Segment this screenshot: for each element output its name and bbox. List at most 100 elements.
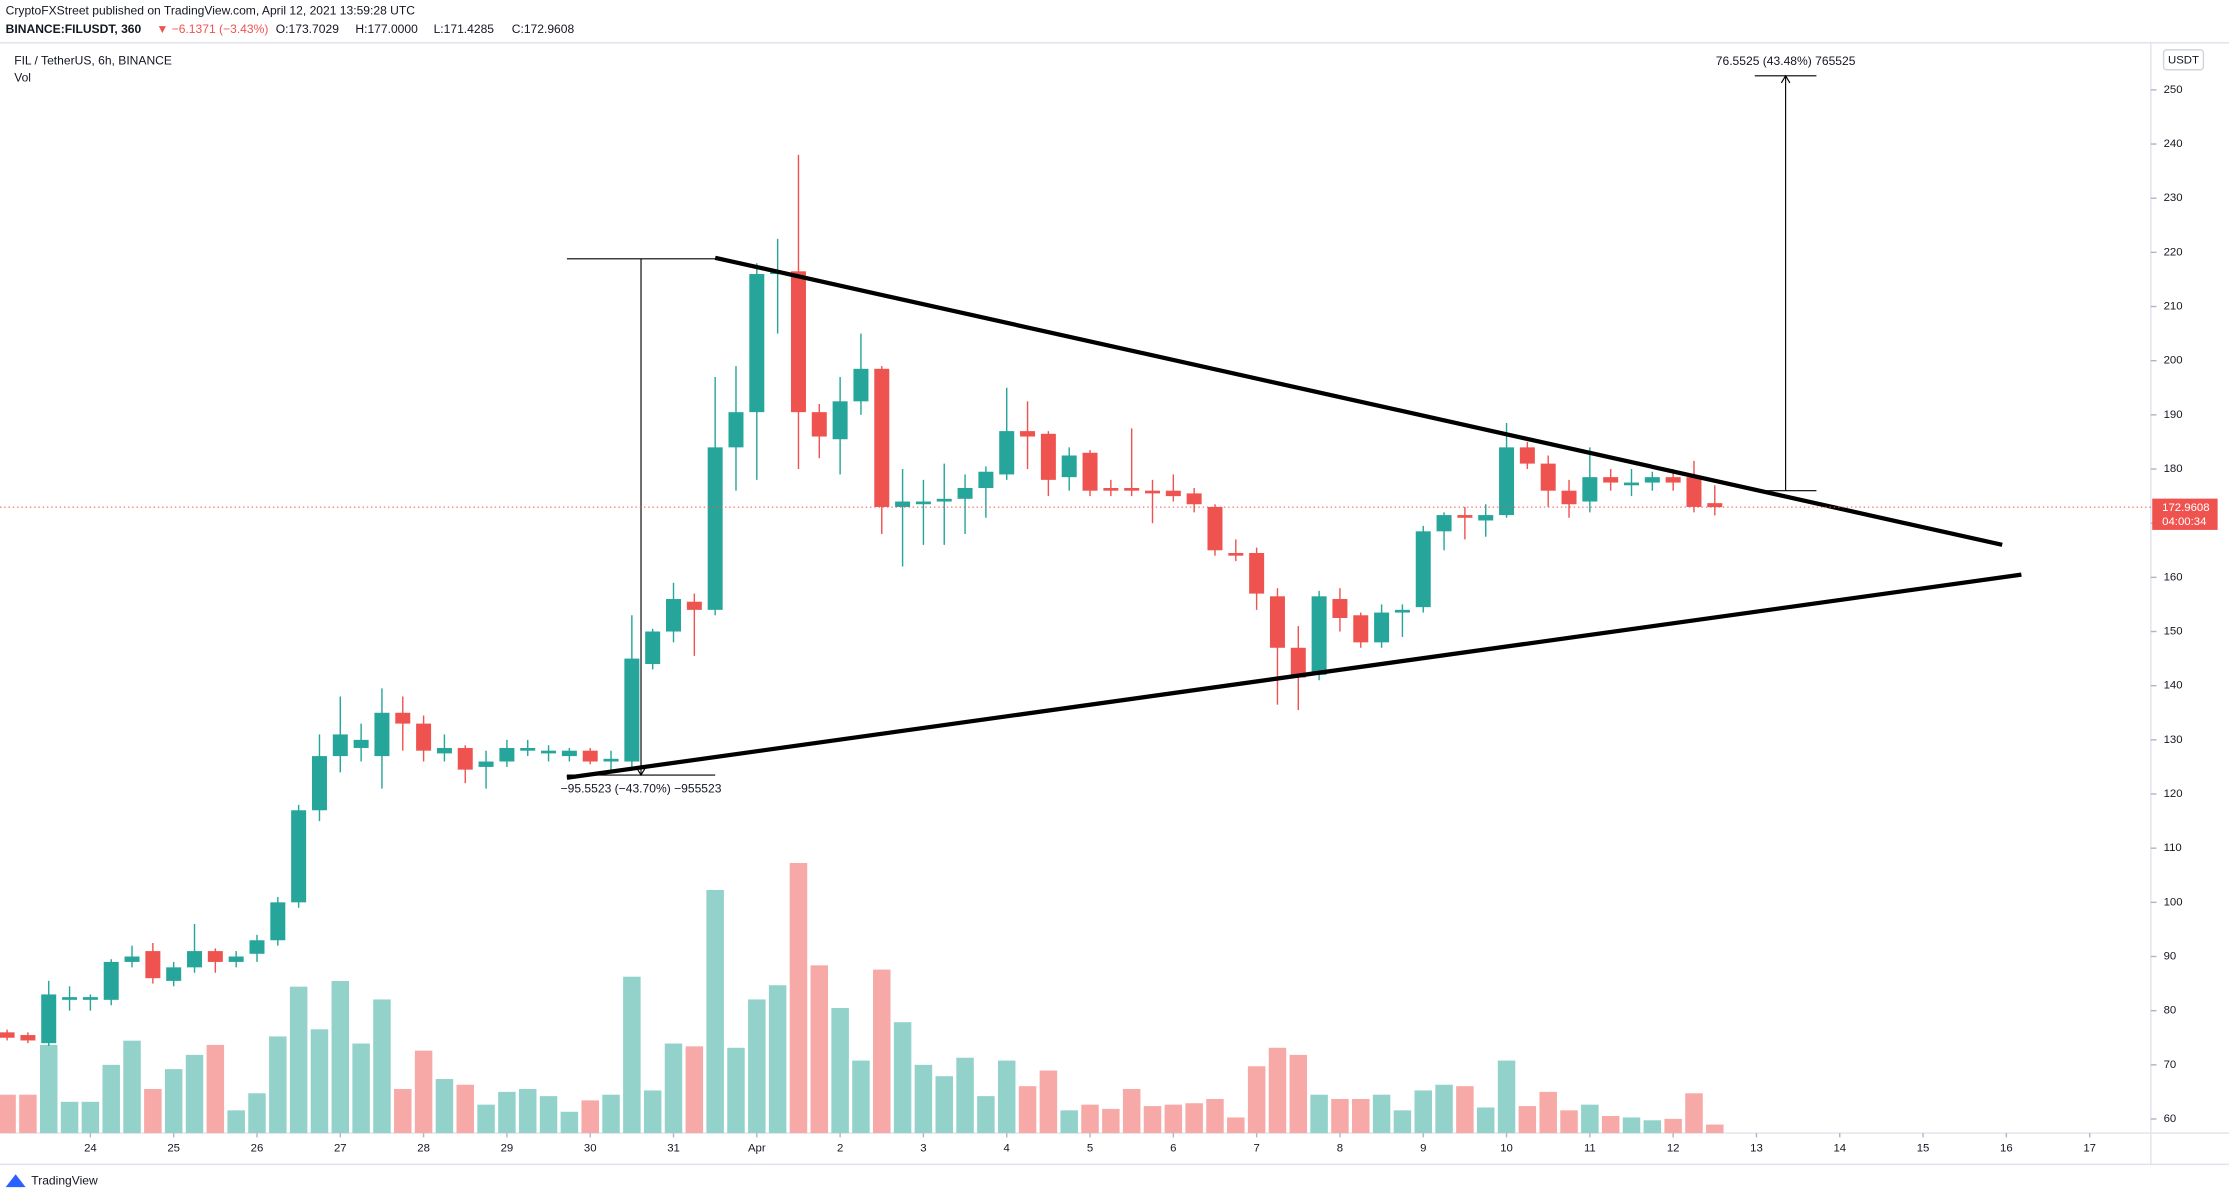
volume-bar: [1185, 1103, 1203, 1134]
candle-body: [332, 734, 348, 757]
logo-icon: [5, 1174, 26, 1188]
volume-bar: [831, 1007, 849, 1134]
candle-body: [1374, 612, 1390, 643]
candle-body: [0, 1032, 15, 1038]
candle-body: [1499, 447, 1515, 516]
volume-bar: [914, 1064, 933, 1134]
candle-body: [1603, 477, 1619, 483]
volume-bar: [1352, 1098, 1370, 1134]
candle-body: [187, 951, 203, 968]
volume-bar: [1268, 1047, 1287, 1134]
volume-bar: [498, 1091, 516, 1134]
candle-body: [957, 487, 973, 499]
y-tick-label: 220: [2164, 246, 2183, 258]
volume-bar: [1289, 1054, 1308, 1134]
x-tick-label: 16: [2000, 1143, 2013, 1155]
volume-bar: [269, 1036, 287, 1134]
volume-bar: [727, 1047, 745, 1134]
x-tick-label: 27: [334, 1143, 347, 1155]
trendline: [566, 572, 2022, 780]
candle-body: [1269, 596, 1285, 648]
x-tick-label: 28: [417, 1143, 430, 1155]
candle-body: [853, 368, 869, 402]
candle-body: [1103, 487, 1119, 491]
candle-body: [1457, 515, 1473, 518]
volume-bar: [935, 1076, 953, 1134]
volume-bar: [1518, 1106, 1537, 1134]
publisher: CryptoFXStreet published on TradingView.…: [6, 4, 416, 18]
volume-bar: [227, 1110, 245, 1134]
candle-body: [1624, 482, 1639, 486]
volume-bar: [1081, 1104, 1099, 1134]
candle-body: [124, 956, 140, 962]
candle-body: [749, 274, 765, 413]
volume-bar: [1539, 1091, 1557, 1134]
candle-body: [1436, 515, 1452, 532]
candle-body: [603, 758, 619, 762]
volume-bar: [1331, 1098, 1349, 1134]
candle-body: [541, 750, 557, 754]
candle-body: [707, 447, 723, 610]
candle-body: [353, 739, 369, 748]
y-tick-label: 120: [2164, 788, 2183, 800]
volume-bar: [1643, 1120, 1662, 1134]
volume-bar: [1685, 1093, 1703, 1134]
candle-body: [520, 747, 536, 751]
x-tick-label: 10: [1500, 1143, 1513, 1155]
candle-body: [270, 902, 286, 941]
measure-arrow: [1780, 74, 1791, 84]
y-tick-label: 160: [2164, 571, 2183, 583]
volume-bar: [352, 1043, 370, 1134]
volume-bar: [623, 976, 641, 1134]
currency-box[interactable]: [2162, 49, 2205, 71]
volume-bar: [1601, 1116, 1620, 1134]
candle-body: [20, 1035, 36, 1041]
volume-bar: [477, 1104, 495, 1134]
last-price-box: [2152, 498, 2218, 530]
volume-bar: [893, 1022, 912, 1134]
volume-bar: [1122, 1089, 1141, 1134]
volume-bar: [373, 999, 391, 1134]
candle-body: [436, 747, 452, 754]
volume-bar: [0, 1094, 16, 1134]
y-tick-label: 130: [2164, 734, 2183, 746]
candle-body: [1415, 531, 1431, 608]
y-tick-label: 200: [2164, 355, 2183, 367]
volume-bar: [1372, 1094, 1391, 1134]
volume-bar: [748, 999, 766, 1134]
volume-bar: [1414, 1090, 1432, 1134]
candle-body: [666, 599, 682, 632]
measure-arrow: [636, 767, 646, 777]
volume-bar: [1164, 1104, 1183, 1134]
ohlc-open: O:173.7029: [276, 22, 339, 36]
candle-body: [895, 501, 911, 507]
candle-body: [103, 961, 119, 1000]
volume-bar: [1247, 1066, 1266, 1134]
candle-body: [166, 967, 182, 981]
candle-body: [561, 750, 577, 757]
candle-body: [1124, 487, 1140, 491]
candle-body: [228, 956, 244, 962]
volume-bar: [310, 1029, 329, 1134]
y-tick-label: 230: [2164, 192, 2183, 204]
candle-body: [145, 951, 161, 979]
volume-bar: [581, 1100, 599, 1134]
candle-body: [915, 501, 931, 505]
volume-bar: [789, 862, 808, 1134]
volume-bar: [664, 1043, 683, 1134]
volume-bar: [997, 1060, 1016, 1134]
candle-body: [936, 498, 952, 502]
volume-bar: [81, 1101, 100, 1134]
candle-body: [1061, 455, 1077, 478]
candle-body: [62, 997, 78, 1000]
candle-body: [790, 271, 806, 413]
volume-bar: [394, 1089, 412, 1134]
candle-body: [374, 712, 390, 757]
y-tick-label: 90: [2164, 951, 2177, 963]
tradingview-logo[interactable]: TradingView: [5, 1174, 98, 1188]
candle-body: [291, 810, 307, 903]
candle-body: [1145, 490, 1161, 494]
plot-area: [0, 154, 1724, 1134]
volume-bar: [1456, 1086, 1474, 1134]
